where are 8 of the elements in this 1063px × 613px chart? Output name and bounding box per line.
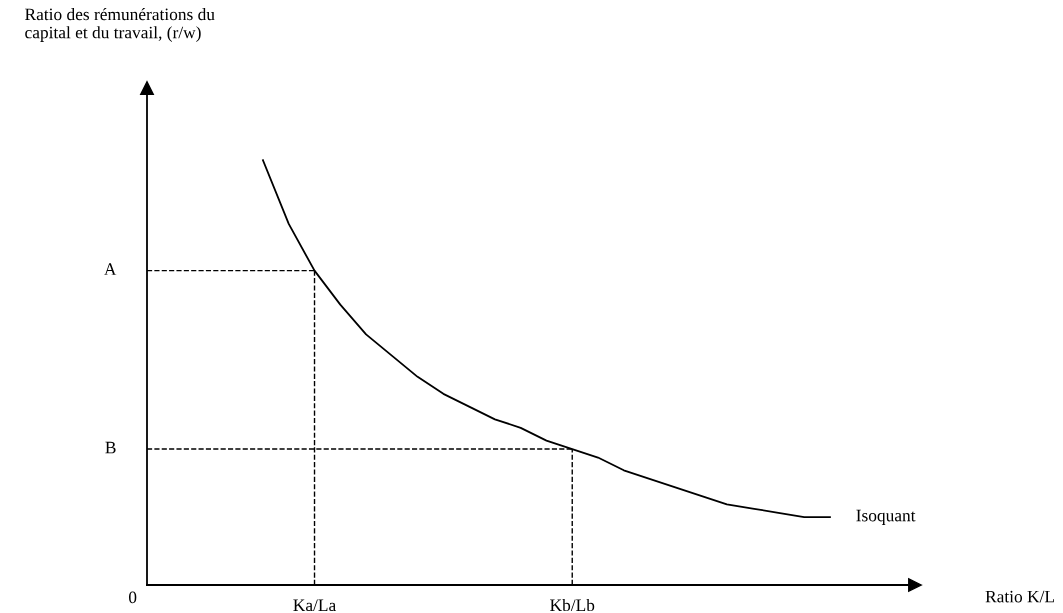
ref-line-label: B bbox=[105, 441, 116, 454]
text: Ratio des rémunérations du capital et du travail, (r/w) bbox=[25, 7, 215, 42]
series-label: Isoquant bbox=[856, 509, 916, 525]
x-tick-label: Kb/Lb bbox=[550, 598, 595, 612]
text: 0 bbox=[128, 591, 137, 604]
ref-line-label: A bbox=[104, 263, 117, 275]
text: Ratio K/L bbox=[985, 590, 1054, 603]
x-tick-label: Ka/La bbox=[293, 599, 336, 612]
